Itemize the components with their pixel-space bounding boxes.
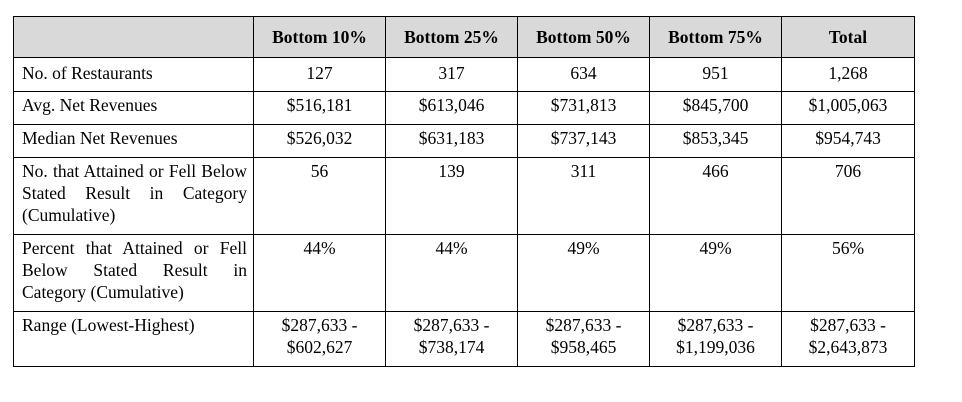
cell-bottom-10: $526,032 [253,124,386,158]
cell-bottom-50: $287,633 - $958,465 [517,311,650,367]
cell-bottom-50: $731,813 [517,91,650,125]
range-low: $287,633 - [810,315,886,335]
cell-bottom-75: $853,345 [649,124,782,158]
cell-bottom-75: 49% [649,234,782,312]
cell-bottom-25: $613,046 [385,91,518,125]
cell-total: $287,633 - $2,643,873 [781,311,915,367]
range-low: $287,633 - [281,315,358,335]
cell-bottom-50: 311 [517,157,650,235]
row-label: Range (Lowest-Highest) [13,311,254,367]
results-table-container: Bottom 10% Bottom 25% Bottom 50% Bottom … [13,16,915,367]
table-row-attained-percent: Percent that Attained or Fell Below Stat… [13,234,915,312]
header-bottom-25: Bottom 25% [385,16,518,58]
cell-total: $954,743 [781,124,915,158]
row-label: No. that Attained or Fell Below Stated R… [13,157,254,235]
cell-bottom-75: $845,700 [649,91,782,125]
cell-bottom-50: 49% [517,234,650,312]
table-row-avg-net-revenues: Avg. Net Revenues $516,181 $613,046 $731… [13,91,915,125]
cell-bottom-25: 317 [385,57,518,92]
header-row: Bottom 10% Bottom 25% Bottom 50% Bottom … [13,16,915,58]
header-corner-cell [13,16,254,58]
cell-bottom-25: 139 [385,157,518,235]
range-high: $602,627 [286,337,353,357]
cell-bottom-75: $287,633 - $1,199,036 [649,311,782,367]
range-high: $1,199,036 [676,337,755,357]
table-row-median-net-revenues: Median Net Revenues $526,032 $631,183 $7… [13,124,915,158]
cell-bottom-10: $287,633 - $602,627 [253,311,386,367]
header-bottom-10: Bottom 10% [253,16,386,58]
cell-bottom-25: $287,633 - $738,174 [385,311,518,367]
cell-total: 1,268 [781,57,915,92]
row-label: Median Net Revenues [13,124,254,158]
cell-bottom-10: 56 [253,157,386,235]
range-high: $738,174 [418,337,485,357]
range-low: $287,633 - [545,315,622,335]
range-high: $958,465 [550,337,617,357]
header-bottom-75: Bottom 75% [649,16,782,58]
cell-bottom-10: $516,181 [253,91,386,125]
row-label: No. of Restaurants [13,57,254,92]
table-row-range: Range (Lowest-Highest) $287,633 - $602,6… [13,311,915,367]
cell-bottom-10: 44% [253,234,386,312]
table-row-attained-count: No. that Attained or Fell Below Stated R… [13,157,915,235]
cell-bottom-25: 44% [385,234,518,312]
range-low: $287,633 - [677,315,754,335]
table-row-restaurant-count: No. of Restaurants 127 317 634 951 1,268 [13,57,915,92]
header-total: Total [781,16,915,58]
cell-total: 706 [781,157,915,235]
cell-total: $1,005,063 [781,91,915,125]
row-label: Avg. Net Revenues [13,91,254,125]
cell-bottom-25: $631,183 [385,124,518,158]
restaurant-results-table: Bottom 10% Bottom 25% Bottom 50% Bottom … [13,16,915,367]
cell-total: 56% [781,234,915,312]
range-low: $287,633 - [413,315,490,335]
cell-bottom-75: 466 [649,157,782,235]
range-high: $2,643,873 [808,337,888,357]
cell-bottom-50: $737,143 [517,124,650,158]
header-bottom-50: Bottom 50% [517,16,650,58]
row-label: Percent that Attained or Fell Below Stat… [13,234,254,312]
cell-bottom-75: 951 [649,57,782,92]
cell-bottom-50: 634 [517,57,650,92]
cell-bottom-10: 127 [253,57,386,92]
